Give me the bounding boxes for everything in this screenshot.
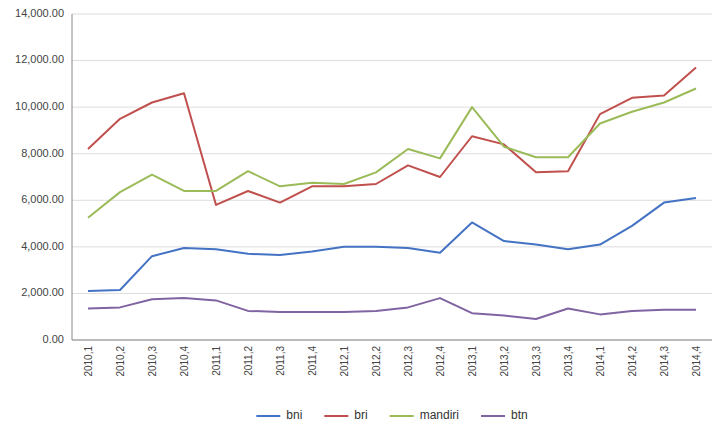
x-tick-label: 2011,3 — [275, 346, 286, 376]
y-tick-label: 6,000.00 — [21, 193, 64, 205]
lines — [88, 68, 696, 319]
x-tick-label: 2013,4 — [563, 346, 574, 377]
x-tick-label: 2013,2 — [499, 346, 510, 377]
x-tick-label: 2014,4 — [691, 346, 702, 377]
x-tick-label: 2012,2 — [371, 346, 382, 377]
series-line — [88, 198, 696, 291]
x-tick-label: 2014,3 — [659, 346, 670, 377]
x-axis: 2010,1 2010,2 2010,3 2010,4 2011,1 2011,2 2011… — [72, 340, 712, 377]
series-line — [88, 68, 696, 205]
y-tick-label: 4,000.00 — [21, 240, 64, 252]
legend-label: bni — [286, 408, 302, 422]
x-tick-label: 2013,3 — [531, 346, 542, 377]
grid-line — [72, 60, 712, 61]
x-tick-label: 2014,2 — [627, 346, 638, 377]
grid-line — [72, 14, 712, 15]
grid-line — [72, 293, 712, 294]
x-tick-label: 2014,1 — [595, 346, 606, 377]
legend-swatch — [324, 415, 348, 417]
x-tick-label: 2012,1 — [339, 346, 350, 377]
y-tick-label: 12,000.00 — [15, 53, 64, 65]
y-tick-label: 0.00 — [43, 333, 64, 345]
legend: bni bri mandiri btn — [256, 408, 527, 422]
legend-label: mandiri — [420, 408, 459, 422]
y-tick-label: 2,000.00 — [21, 286, 64, 298]
x-tick-label: 2011,1 — [211, 346, 222, 376]
grid-line — [72, 153, 712, 154]
y-tick-label: 14,000.00 — [15, 7, 64, 19]
x-tick-label: 2010,1 — [83, 346, 94, 377]
y-tick-label: 8,000.00 — [21, 147, 64, 159]
grid-line — [72, 340, 712, 341]
x-tick-label: 2012,4 — [435, 346, 446, 377]
x-tick-label: 2012,3 — [403, 346, 414, 377]
chart: 0.00 2,000.00 4,000.00 6,000.00 8,000.00 10,0… — [0, 0, 726, 432]
y-axis: 0.00 2,000.00 4,000.00 6,000.00 8,000.00 10,0… — [15, 7, 72, 345]
legend-swatch — [390, 415, 414, 417]
x-tick-label: 2010,4 — [179, 346, 190, 377]
legend-label: bri — [354, 408, 367, 422]
x-axis-line — [72, 340, 712, 341]
x-tick-label: 2011,2 — [243, 346, 254, 376]
grid — [72, 14, 712, 340]
x-tick-label: 2010,3 — [147, 346, 158, 377]
series-line — [88, 89, 696, 218]
legend-swatch — [481, 415, 505, 417]
x-tick-label: 2010,2 — [115, 346, 126, 377]
legend-label: btn — [511, 408, 528, 422]
x-tick-label: 2013,1 — [467, 346, 478, 377]
x-tick-label: 2011,4 — [307, 346, 318, 376]
y-tick-label: 10,000.00 — [15, 100, 64, 112]
grid-line — [72, 200, 712, 201]
series-line — [88, 298, 696, 319]
legend-swatch — [256, 415, 280, 417]
y-axis-line — [72, 14, 73, 340]
